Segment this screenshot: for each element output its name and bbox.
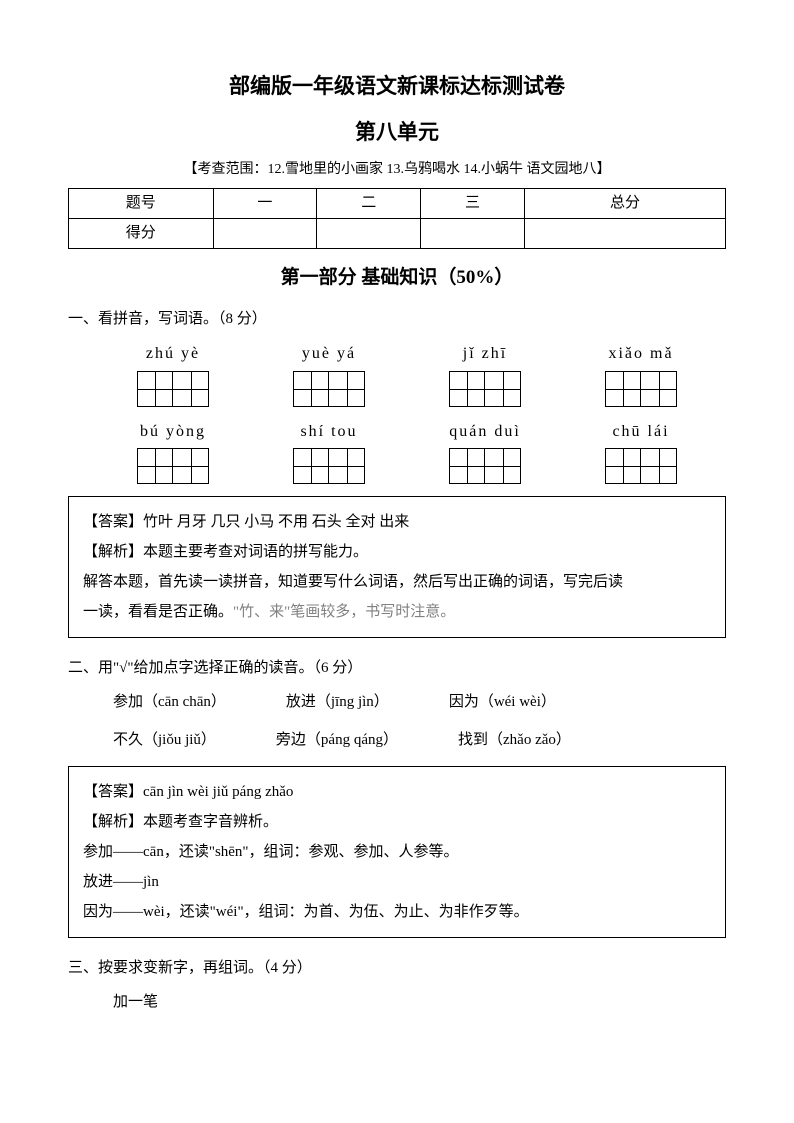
tian-box-pair <box>274 371 384 407</box>
cell-empty <box>317 218 421 248</box>
q2-row: 参加（cān chān） 放进（jīng jìn） 因为（wéi wèi） <box>113 690 726 714</box>
tian-box <box>641 371 677 407</box>
tian-box <box>137 371 173 407</box>
tian-box <box>173 448 209 484</box>
tian-box-pair <box>430 448 540 484</box>
pinyin-item: yuè yá <box>274 341 384 367</box>
analysis-line: 解答本题，首先读一读拼音，知道要写什么词语，然后写出正确的词语，写完后读 <box>83 567 711 597</box>
analysis-label: 【解析】 <box>83 814 143 830</box>
pinyin-item: jǐ zhī <box>430 341 540 367</box>
tian-box <box>641 448 677 484</box>
q3-stem: 三、按要求变新字，再组词。（4 分） <box>68 956 726 980</box>
analysis-line: 【解析】本题主要考查对词语的拼写能力。 <box>83 537 711 567</box>
answer-text: 竹叶 月牙 几只 小马 不用 石头 全对 出来 <box>143 514 409 530</box>
q2-content: 参加（cān chān） 放进（jīng jìn） 因为（wéi wèi） 不久… <box>68 690 726 752</box>
q1-stem: 一、看拼音，写词语。（8 分） <box>68 307 726 331</box>
pinyin-row: zhú yè yuè yá jǐ zhī xiǎo mǎ <box>68 341 726 367</box>
tian-box-pair <box>430 371 540 407</box>
tian-box-pair <box>118 448 228 484</box>
analysis-line: 因为——wèi，还读"wéi"，组词：为首、为伍、为止、为非作歹等。 <box>83 897 711 927</box>
tian-box <box>605 448 641 484</box>
cell: 总分 <box>524 188 725 218</box>
tian-box <box>293 448 329 484</box>
q2-item: 因为（wéi wèi） <box>449 690 556 714</box>
analysis-line: 一读，看看是否正确。"竹、来"笔画较多，书写时注意。 <box>83 597 711 627</box>
scope-text: 【考查范围：12.雪地里的小画家 13.乌鸦喝水 14.小蜗牛 语文园地八】 <box>68 159 726 181</box>
cell-label: 得分 <box>69 218 214 248</box>
q3-sub: 加一笔 <box>68 990 726 1014</box>
tian-box <box>329 448 365 484</box>
q1-answer-box: 【答案】竹叶 月牙 几只 小马 不用 石头 全对 出来 【解析】本题主要考查对词… <box>68 496 726 638</box>
analysis-line: 放进——jìn <box>83 867 711 897</box>
cell-empty <box>524 218 725 248</box>
cell: 三 <box>421 188 525 218</box>
tian-box-pair <box>586 371 696 407</box>
table-row: 题号 一 二 三 总分 <box>69 188 726 218</box>
tian-box-pair <box>118 371 228 407</box>
tian-box-pair <box>274 448 384 484</box>
answer-line: 【答案】cān jìn wèi jiǔ páng zhǎo <box>83 777 711 807</box>
answer-label: 【答案】 <box>83 514 143 530</box>
q2-item: 找到（zhǎo zǎo） <box>458 728 571 752</box>
answer-text: cān jìn wèi jiǔ páng zhǎo <box>143 784 293 800</box>
tian-box <box>605 371 641 407</box>
q2-item: 旁边（páng qáng） <box>276 728 398 752</box>
pinyin-item: xiǎo mǎ <box>586 341 696 367</box>
cell-empty <box>421 218 525 248</box>
pinyin-item: chū lái <box>586 419 696 445</box>
tian-box <box>137 448 173 484</box>
cell: 一 <box>213 188 317 218</box>
box-row <box>68 371 726 407</box>
tian-box <box>173 371 209 407</box>
pinyin-item: bú yòng <box>118 419 228 445</box>
tian-box <box>485 371 521 407</box>
analysis-text-gray: "竹、来"笔画较多，书写时注意。 <box>233 604 455 620</box>
tian-box <box>449 371 485 407</box>
table-row: 得分 <box>69 218 726 248</box>
pinyin-row: bú yòng shí tou quán duì chū lái <box>68 419 726 445</box>
pinyin-item: quán duì <box>430 419 540 445</box>
analysis-text: 本题主要考查对词语的拼写能力。 <box>143 544 368 560</box>
pinyin-item: shí tou <box>274 419 384 445</box>
analysis-line: 【解析】本题考查字音辨析。 <box>83 807 711 837</box>
q2-stem: 二、用"√"给加点字选择正确的读音。（6 分） <box>68 656 726 680</box>
tian-box <box>449 448 485 484</box>
answer-line: 【答案】竹叶 月牙 几只 小马 不用 石头 全对 出来 <box>83 507 711 537</box>
main-title: 部编版一年级语文新课标达标测试卷 <box>68 70 726 104</box>
analysis-line: 参加——cān，还读"shēn"，组词：参观、参加、人参等。 <box>83 837 711 867</box>
q2-item: 不久（jiǒu jiǔ） <box>113 728 216 752</box>
score-table: 题号 一 二 三 总分 得分 <box>68 188 726 249</box>
sub-title: 第八单元 <box>68 116 726 150</box>
cell-empty <box>213 218 317 248</box>
cell: 二 <box>317 188 421 218</box>
box-row <box>68 448 726 484</box>
tian-box-pair <box>586 448 696 484</box>
analysis-text: 本题考查字音辨析。 <box>143 814 278 830</box>
q2-row: 不久（jiǒu jiǔ） 旁边（páng qáng） 找到（zhǎo zǎo） <box>113 728 726 752</box>
section-title: 第一部分 基础知识（50%） <box>68 263 726 293</box>
tian-box <box>485 448 521 484</box>
q2-item: 放进（jīng jìn） <box>286 690 389 714</box>
answer-label: 【答案】 <box>83 784 143 800</box>
analysis-text: 一读，看看是否正确。 <box>83 604 233 620</box>
q2-answer-box: 【答案】cān jìn wèi jiǔ páng zhǎo 【解析】本题考查字音… <box>68 766 726 938</box>
cell-label: 题号 <box>69 188 214 218</box>
tian-box <box>329 371 365 407</box>
tian-box <box>293 371 329 407</box>
pinyin-item: zhú yè <box>118 341 228 367</box>
analysis-label: 【解析】 <box>83 544 143 560</box>
q2-item: 参加（cān chān） <box>113 690 226 714</box>
